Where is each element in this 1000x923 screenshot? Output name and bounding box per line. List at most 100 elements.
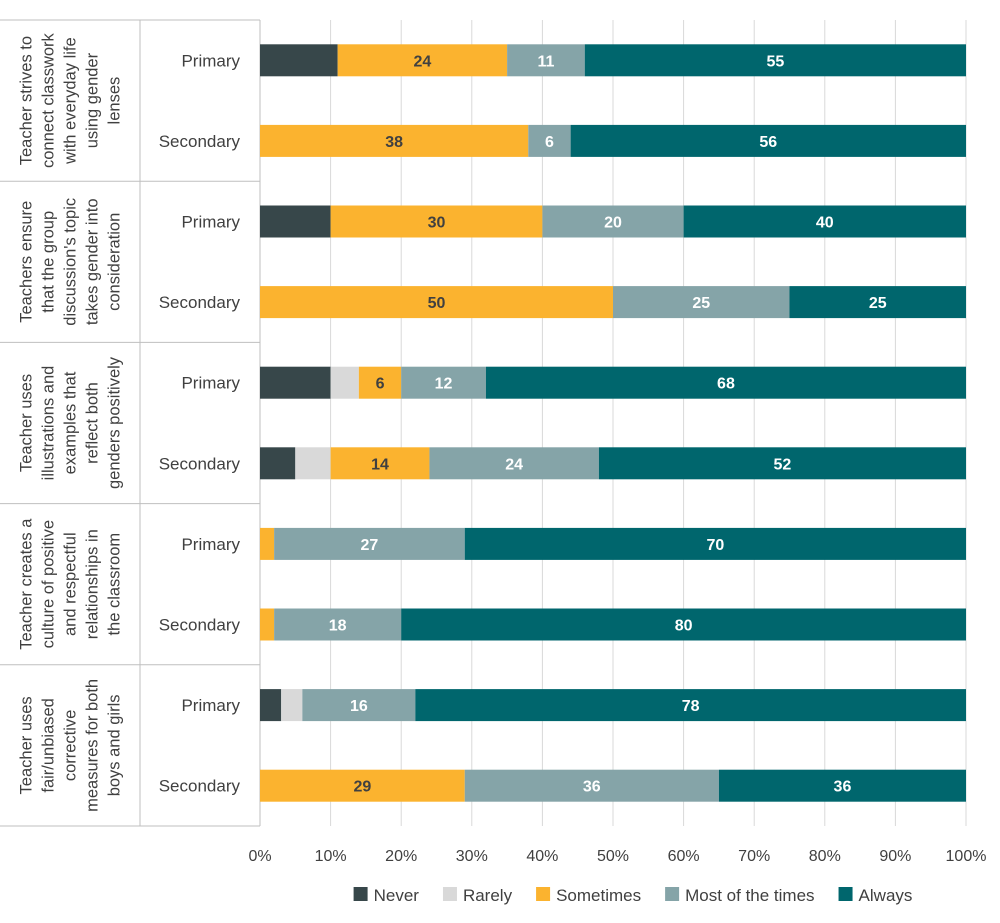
group-label-line: reflect both [84, 382, 102, 464]
bar-segment-most-of-the-times [274, 527, 465, 560]
group-label: Teacher uses fair/unbiased corrective measu… [18, 679, 124, 812]
group-label: Teachers ensure that the group discussion'… [18, 198, 124, 326]
bar-segment-never [260, 44, 338, 77]
data-label: 25 [692, 295, 710, 312]
x-tick-label: 40% [526, 848, 558, 865]
category-label: Primary [181, 535, 240, 554]
category-label: Secondary [159, 454, 241, 473]
group-label-line: takes gender into [84, 199, 102, 326]
x-tick-label: 0% [248, 848, 271, 865]
legend-swatch [536, 887, 551, 901]
bar-segment-sometimes [260, 769, 465, 802]
bar-segment-rarely [330, 366, 359, 399]
bar-segment-most-of-the-times [429, 447, 599, 480]
group-label-line: corrective [62, 710, 80, 782]
data-label: 29 [353, 779, 371, 796]
bar-segment-most-of-the-times [274, 608, 402, 641]
data-label: 6 [376, 376, 385, 393]
data-label: 25 [869, 295, 887, 312]
data-label: 68 [717, 376, 735, 393]
data-label: 55 [766, 53, 784, 70]
data-label: 50 [428, 295, 446, 312]
bar-segment-sometimes [260, 527, 275, 560]
x-tick-label: 20% [385, 848, 417, 865]
bar-segment-sometimes [330, 447, 430, 480]
data-label: 14 [371, 456, 389, 473]
category-label: Primary [181, 51, 240, 70]
category-label: Secondary [159, 616, 241, 635]
bar-segment-sometimes [260, 124, 529, 157]
bar-segment-sometimes [330, 205, 543, 238]
x-axis-ticks: 0% 10% 20% 30% 40% 50% 60% 70% 80% 90% 100% [248, 848, 986, 865]
bar-segment-sometimes [337, 44, 508, 77]
legend-swatch [353, 887, 368, 901]
data-label: 30 [428, 215, 446, 232]
group-label-line: Teacher uses [18, 374, 36, 472]
group-label-line: lenses [106, 77, 124, 125]
legend-swatch [665, 887, 680, 901]
bar-segment-most-of-the-times [613, 286, 790, 319]
legend: Never Rarely Sometimes Most of the times Alw… [353, 886, 913, 905]
category-label: Secondary [159, 777, 241, 796]
group-label: Teacher creates a culture of positive and … [18, 518, 124, 650]
data-label: 6 [545, 134, 554, 151]
legend-label: Most of the times [685, 886, 814, 905]
bar-segment-rarely [295, 447, 331, 480]
group-label-line: Teachers ensure [18, 201, 36, 323]
bar-segment-always [789, 286, 966, 319]
x-tick-label: 50% [597, 848, 629, 865]
bar-segment-never [260, 205, 331, 238]
bar-segment-always [683, 205, 966, 238]
group-label-line: examples that [62, 371, 80, 474]
bar-segment-never [260, 366, 331, 399]
bar-segment-most-of-the-times [528, 124, 571, 157]
legend-label: Always [859, 886, 913, 905]
bar-segment-always [485, 366, 966, 399]
data-label: 12 [435, 376, 453, 393]
bar-segment-always [584, 44, 966, 77]
bar-segment-most-of-the-times [464, 769, 719, 802]
group-label-line: Teacher uses [18, 696, 36, 794]
bar-segment-sometimes [358, 366, 402, 399]
bar-segment-rarely [281, 689, 303, 722]
legend-label: Never [374, 886, 420, 905]
legend-label: Sometimes [556, 886, 641, 905]
data-label: 24 [413, 53, 431, 70]
category-label: Primary [181, 696, 240, 715]
x-tick-label: 80% [809, 848, 841, 865]
group-label-line: the classroom [106, 533, 124, 636]
data-label: 20 [604, 215, 622, 232]
group-label-boxes: Teacher strives to connect classwork with … [0, 19, 260, 827]
bar-segment-always [401, 608, 966, 641]
group-label-line: Teacher strives to [18, 36, 36, 165]
data-label: 38 [385, 134, 403, 151]
x-tick-label: 30% [456, 848, 488, 865]
group-label-line: connect classwork [40, 32, 58, 168]
data-label: 16 [350, 698, 368, 715]
group-label-line: measures for both [84, 679, 102, 812]
group-label-line: illustrations and [40, 366, 58, 481]
bar-segment-always [598, 447, 966, 480]
group-label: Teacher strives to connect classwork with … [18, 32, 124, 168]
data-label: 36 [583, 779, 601, 796]
group-label-line: relationships in [84, 529, 102, 639]
category-label: Secondary [159, 132, 241, 151]
category-label: Primary [181, 374, 240, 393]
data-label: 52 [774, 456, 792, 473]
x-tick-label: 60% [668, 848, 700, 865]
legend-label: Rarely [463, 886, 513, 905]
x-tick-label: 100% [946, 848, 987, 865]
data-label: 27 [361, 537, 379, 554]
bar-segment-always [415, 689, 966, 722]
category-label: Primary [181, 213, 240, 232]
bar-segment-most-of-the-times [302, 689, 416, 722]
bar-segment-always [570, 124, 966, 157]
bars: Primary 24 11 55 Secondary 38 6 56 Primary 30 20 40… [159, 44, 966, 802]
data-label: 40 [816, 215, 834, 232]
data-label: 18 [329, 618, 347, 635]
group-label-line: Teacher creates a [18, 518, 36, 650]
group-label-line: and respectful [62, 532, 80, 636]
bar-segment-most-of-the-times [542, 205, 684, 238]
bar-segment-always [718, 769, 966, 802]
group-label-line: that the group [40, 211, 58, 313]
